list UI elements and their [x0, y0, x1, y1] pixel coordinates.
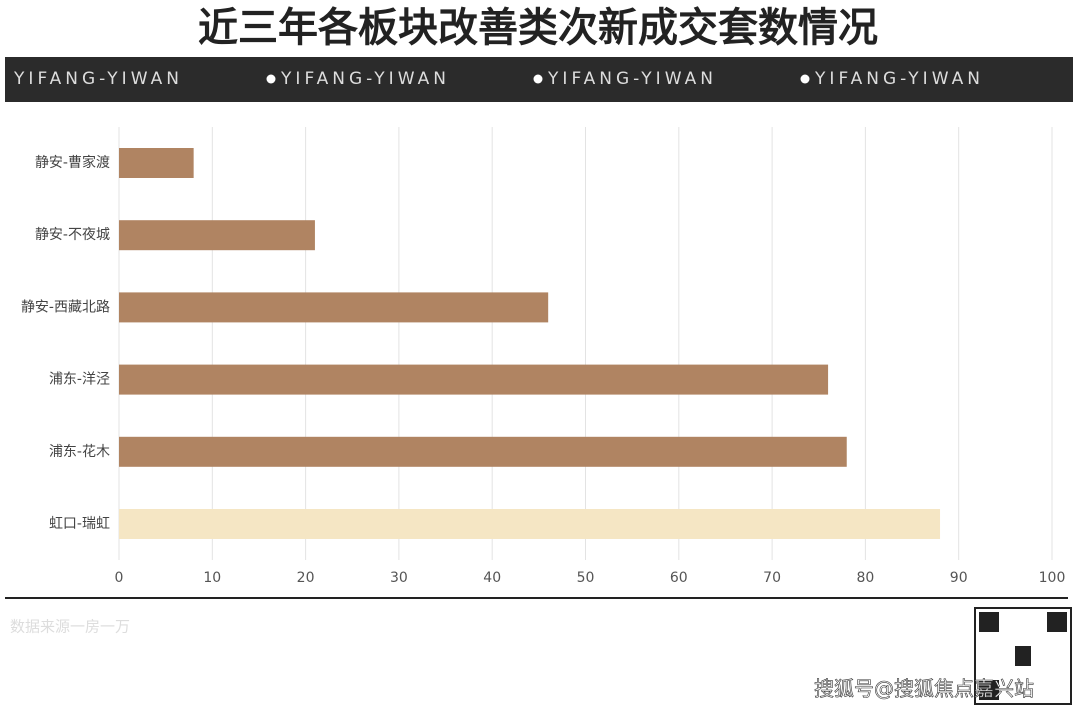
banner-dot — [533, 74, 543, 84]
x-tick-label: 10 — [203, 570, 221, 586]
qr-code — [974, 607, 1072, 705]
x-tick-label: 70 — [763, 570, 781, 586]
bar — [119, 436, 847, 467]
y-tick-label: 静安-不夜城 — [35, 227, 110, 243]
bar — [119, 364, 829, 395]
x-tick-label: 30 — [390, 570, 408, 586]
banner-text: YIFANG-YIWAN — [814, 69, 984, 89]
banner-dot — [800, 74, 810, 84]
x-tick-label: 50 — [577, 570, 595, 586]
y-tick-label: 静安-西藏北路 — [21, 299, 110, 315]
y-tick-label: 虹口-瑞虹 — [49, 516, 110, 532]
x-tick-label: 0 — [115, 570, 124, 586]
x-tick-label: 90 — [950, 570, 968, 586]
bar — [119, 148, 194, 178]
banner-dot — [266, 74, 276, 84]
x-tick-label: 100 — [1039, 570, 1066, 586]
y-tick-label: 静安-曹家渡 — [35, 154, 110, 171]
source-note: 数据来源一房一万 — [10, 618, 130, 636]
y-tick-label: 浦东-花木 — [49, 444, 110, 460]
x-tick-label: 60 — [670, 570, 688, 586]
banner-text: YIFANG-YIWAN — [547, 69, 717, 89]
x-tick-label: 20 — [297, 570, 315, 586]
bar — [119, 220, 315, 251]
bar — [119, 292, 549, 323]
bar — [119, 509, 941, 539]
y-tick-label: 浦东-洋泾 — [49, 372, 110, 388]
chart-title: 近三年各板块改善类次新成交套数情况 — [198, 5, 878, 51]
banner-text: YIFANG-YIWAN — [280, 69, 450, 89]
x-tick-label: 40 — [483, 570, 501, 586]
x-tick-label: 80 — [856, 570, 874, 586]
banner-text: YIFANG-YIWAN — [13, 69, 183, 89]
watermark: 搜狐号@搜狐焦点嘉兴站 — [814, 677, 1034, 701]
